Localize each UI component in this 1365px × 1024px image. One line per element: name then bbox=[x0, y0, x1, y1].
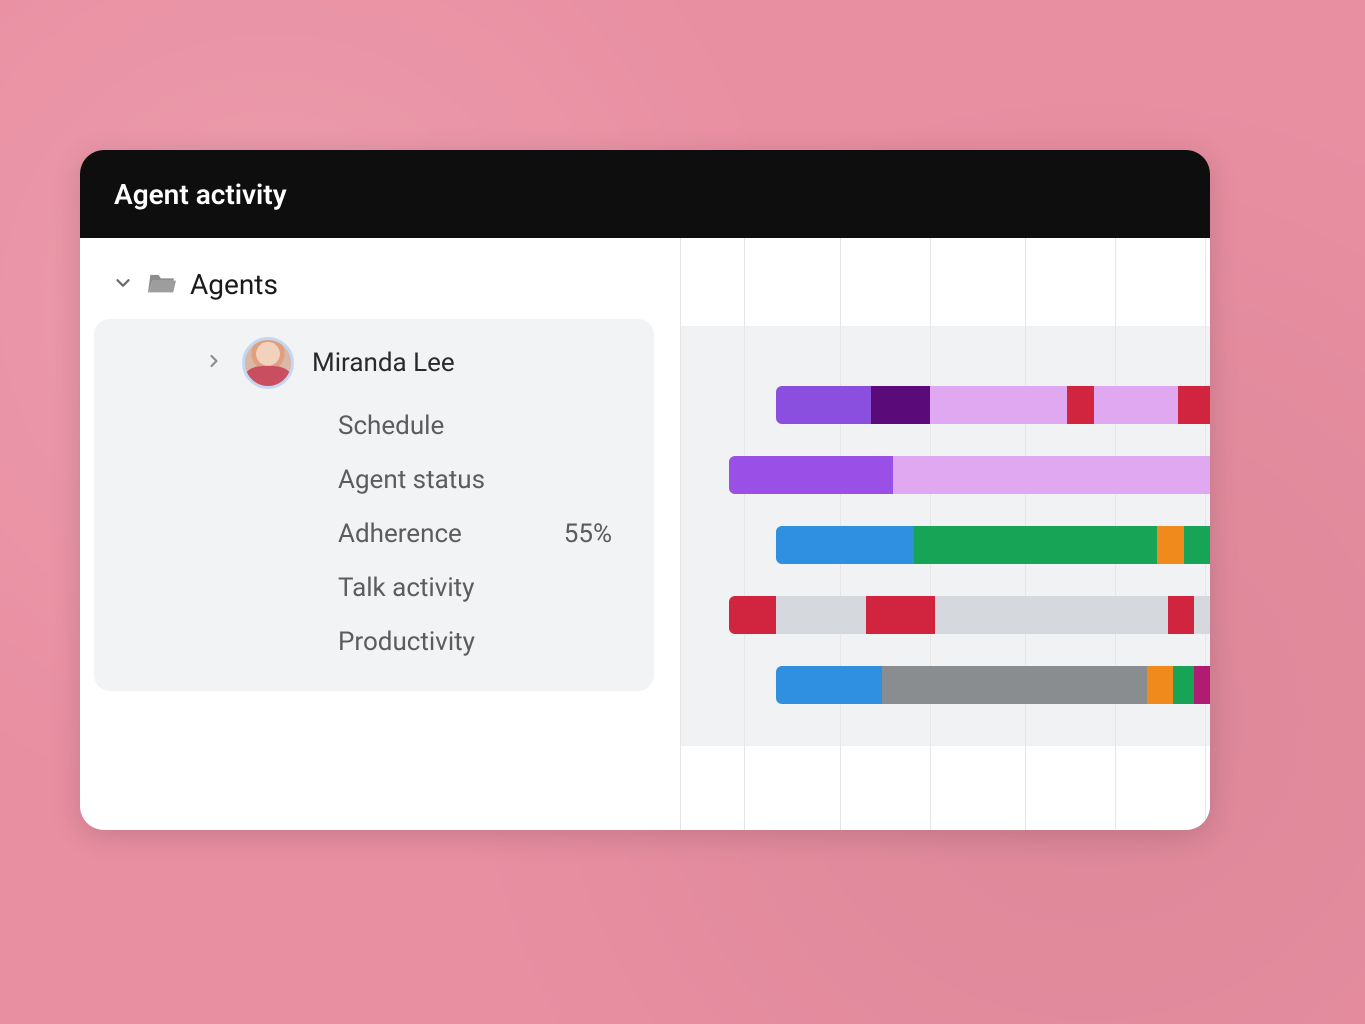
metric-row-adherence[interactable]: Adherence 55% bbox=[114, 507, 634, 561]
folder-open-icon bbox=[148, 271, 176, 299]
timeline-segment[interactable] bbox=[1147, 666, 1173, 704]
agent-block: Miranda Lee Schedule Agent status Adhere… bbox=[94, 319, 654, 691]
metric-value: 55% bbox=[564, 519, 612, 549]
timeline-segment[interactable] bbox=[776, 386, 871, 424]
timeline-segment[interactable] bbox=[1173, 666, 1194, 704]
metric-label: Agent status bbox=[338, 465, 485, 495]
agents-group-label: Agents bbox=[190, 268, 278, 301]
metric-row-agent-status[interactable]: Agent status bbox=[114, 453, 634, 507]
agents-group-row[interactable]: Agents bbox=[104, 260, 680, 319]
timeline-segment[interactable] bbox=[1094, 386, 1179, 424]
timeline-segment[interactable] bbox=[893, 456, 1210, 494]
agent-row[interactable]: Miranda Lee bbox=[114, 337, 634, 389]
timeline-segment[interactable] bbox=[1194, 666, 1210, 704]
timeline-segment[interactable] bbox=[1194, 596, 1210, 634]
card-title: Agent activity bbox=[114, 178, 287, 211]
timeline-row-agent_status[interactable] bbox=[681, 456, 1210, 494]
timeline-segment[interactable] bbox=[729, 596, 777, 634]
metric-row-productivity[interactable]: Productivity bbox=[114, 615, 634, 669]
timeline-segment[interactable] bbox=[1178, 386, 1210, 424]
agents-pane: Agents Miranda Lee Schedule Agent status bbox=[80, 238, 680, 830]
metric-label: Talk activity bbox=[338, 573, 474, 603]
metric-row-talk-activity[interactable]: Talk activity bbox=[114, 561, 634, 615]
timeline-pane bbox=[680, 238, 1210, 830]
timeline-segment[interactable] bbox=[729, 456, 893, 494]
chevron-right-icon bbox=[204, 351, 224, 375]
timeline-row-productivity[interactable] bbox=[681, 666, 1210, 704]
timeline-row-schedule[interactable] bbox=[681, 386, 1210, 424]
timeline-segment[interactable] bbox=[776, 596, 866, 634]
agent-name: Miranda Lee bbox=[312, 348, 455, 378]
timeline-segment[interactable] bbox=[871, 386, 929, 424]
timeline-segment[interactable] bbox=[776, 666, 882, 704]
timeline-segment[interactable] bbox=[930, 386, 1068, 424]
card-header: Agent activity bbox=[80, 150, 1210, 238]
chevron-down-icon bbox=[112, 272, 134, 298]
timeline-row-adherence[interactable] bbox=[681, 526, 1210, 564]
metric-row-schedule[interactable]: Schedule bbox=[114, 399, 634, 453]
timeline-segment[interactable] bbox=[935, 596, 1168, 634]
timeline-segment[interactable] bbox=[1168, 596, 1194, 634]
agent-activity-card: Agent activity Agents Miranda Lee bbox=[80, 150, 1210, 830]
metric-label: Schedule bbox=[338, 411, 444, 441]
timeline-grid bbox=[681, 238, 1210, 830]
timeline-segment[interactable] bbox=[914, 526, 1157, 564]
timeline-row-talk_activity[interactable] bbox=[681, 596, 1210, 634]
timeline-segment[interactable] bbox=[866, 596, 935, 634]
metric-label: Productivity bbox=[338, 627, 475, 657]
timeline-segment[interactable] bbox=[776, 526, 914, 564]
timeline-segment[interactable] bbox=[1184, 526, 1210, 564]
avatar bbox=[242, 337, 294, 389]
card-body: Agents Miranda Lee Schedule Agent status bbox=[80, 238, 1210, 830]
timeline-segment[interactable] bbox=[882, 666, 1147, 704]
metric-label: Adherence bbox=[338, 519, 462, 549]
timeline-segment[interactable] bbox=[1067, 386, 1093, 424]
timeline-segment[interactable] bbox=[1157, 526, 1183, 564]
